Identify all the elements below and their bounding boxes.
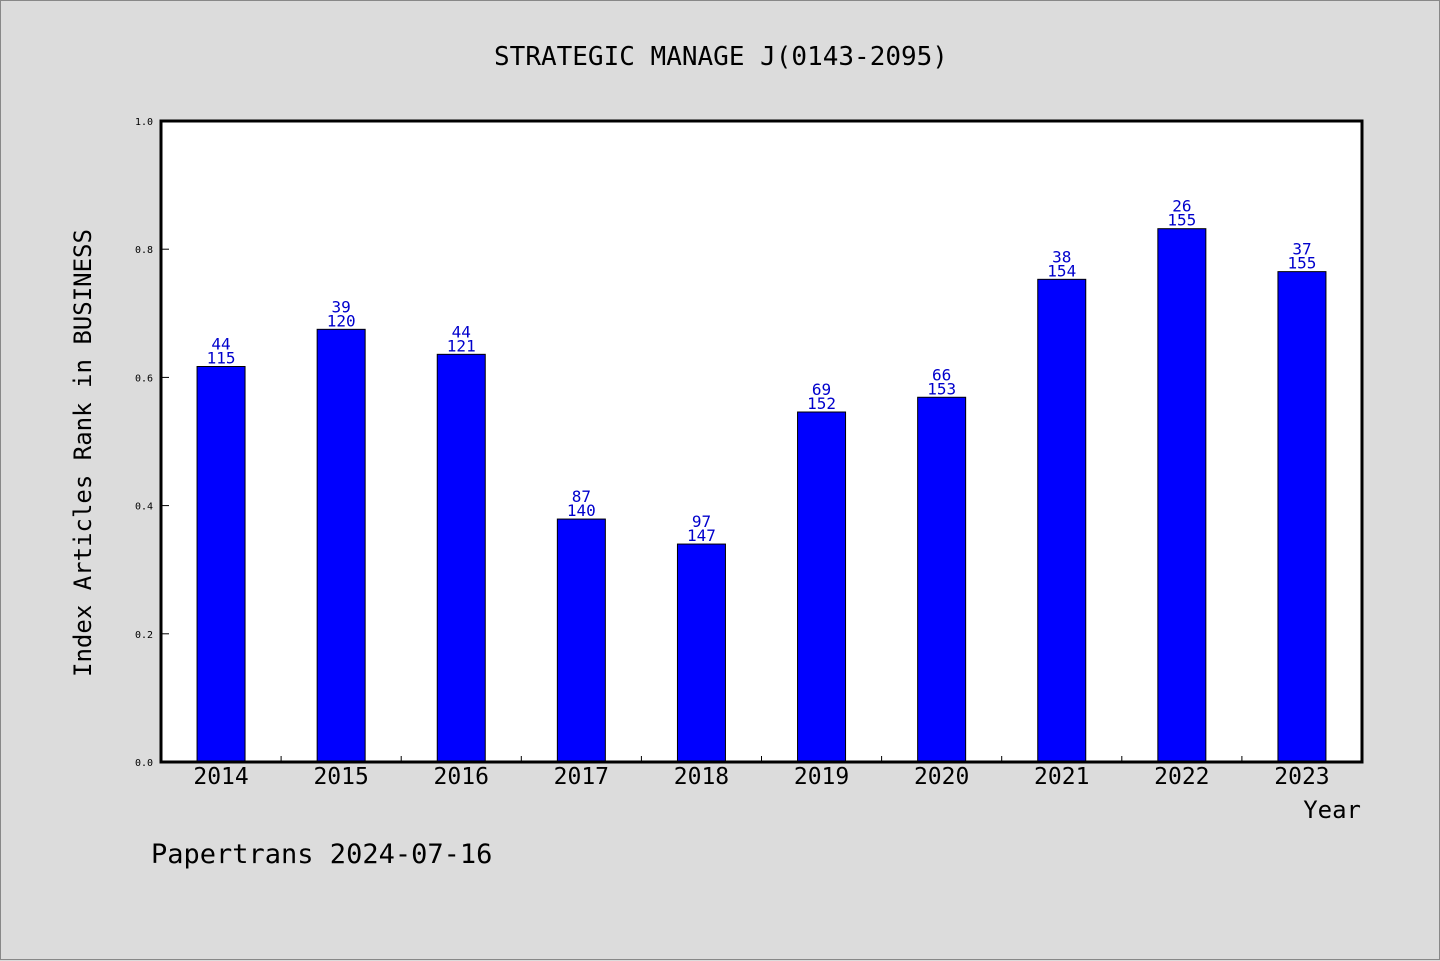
bar-rank-label: 87 [572,487,591,506]
bar-total-label: 147 [687,526,716,545]
bar-total-label: 152 [807,394,836,413]
bar [436,353,486,763]
x-tick-label: 2018 [674,764,729,790]
plot-border [159,119,1364,764]
bar-total-label: 140 [567,501,596,520]
chart-title: STRATEGIC MANAGE J(0143-2095) [494,42,948,72]
y-tick-label: 0.6 [135,373,153,384]
x-tick-label: 2016 [434,764,489,790]
bar-rank-label: 38 [1052,247,1071,266]
x-tick-label: 2023 [1274,764,1329,790]
bar [797,411,847,763]
bar [1157,228,1207,763]
y-tick-label: 1.0 [135,117,153,128]
bar-rank-label: 97 [692,512,711,531]
bar [556,518,606,763]
x-tick-label: 2014 [193,764,248,790]
bar-rank-label: 37 [1292,240,1311,259]
bar-total-label: 120 [327,311,356,330]
x-tick-label: 2019 [794,764,849,790]
x-axis-label: Year [1303,796,1361,824]
x-tick-label: 2022 [1154,764,1209,790]
x-tick-label: 2020 [914,764,969,790]
bar-rank-label: 26 [1172,197,1191,216]
bar-rank-label: 44 [211,335,230,354]
x-tick-label: 2021 [1034,764,1089,790]
y-tick-label: 0.4 [135,502,153,513]
footer-text: Papertrans 2024-07-16 [151,839,492,870]
y-tick-label: 0.8 [135,245,153,256]
bar-rank-label: 44 [452,322,471,341]
bar [196,366,246,763]
bar [676,543,726,763]
bar [917,396,967,763]
bar-total-label: 155 [1167,211,1196,230]
x-ticks-group: 2014 2015 2016 2017 2018 2019 2020 2021 2022 2023 [193,756,1330,790]
y-tick-label: 0.2 [135,630,153,641]
x-tick-label: 2017 [554,764,609,790]
bars-group: 4411539120441218714097147691526615338154… [196,197,1327,763]
bar-total-label: 153 [927,379,956,398]
bar [316,328,366,763]
bar-rank-label: 39 [332,297,351,316]
y-tick-label: 0.0 [135,758,153,769]
bar-total-label: 154 [1047,261,1076,280]
bar [1277,271,1327,763]
bar-total-label: 121 [447,336,476,355]
bar-rank-label: 69 [812,380,831,399]
bar-rank-label: 66 [932,365,951,384]
bar-total-label: 115 [207,349,236,368]
bar-total-label: 155 [1287,254,1316,273]
y-axis-label: Index Articles Rank in BUSINESS [69,229,97,677]
bar [1037,278,1087,763]
x-tick-label: 2015 [313,764,368,790]
